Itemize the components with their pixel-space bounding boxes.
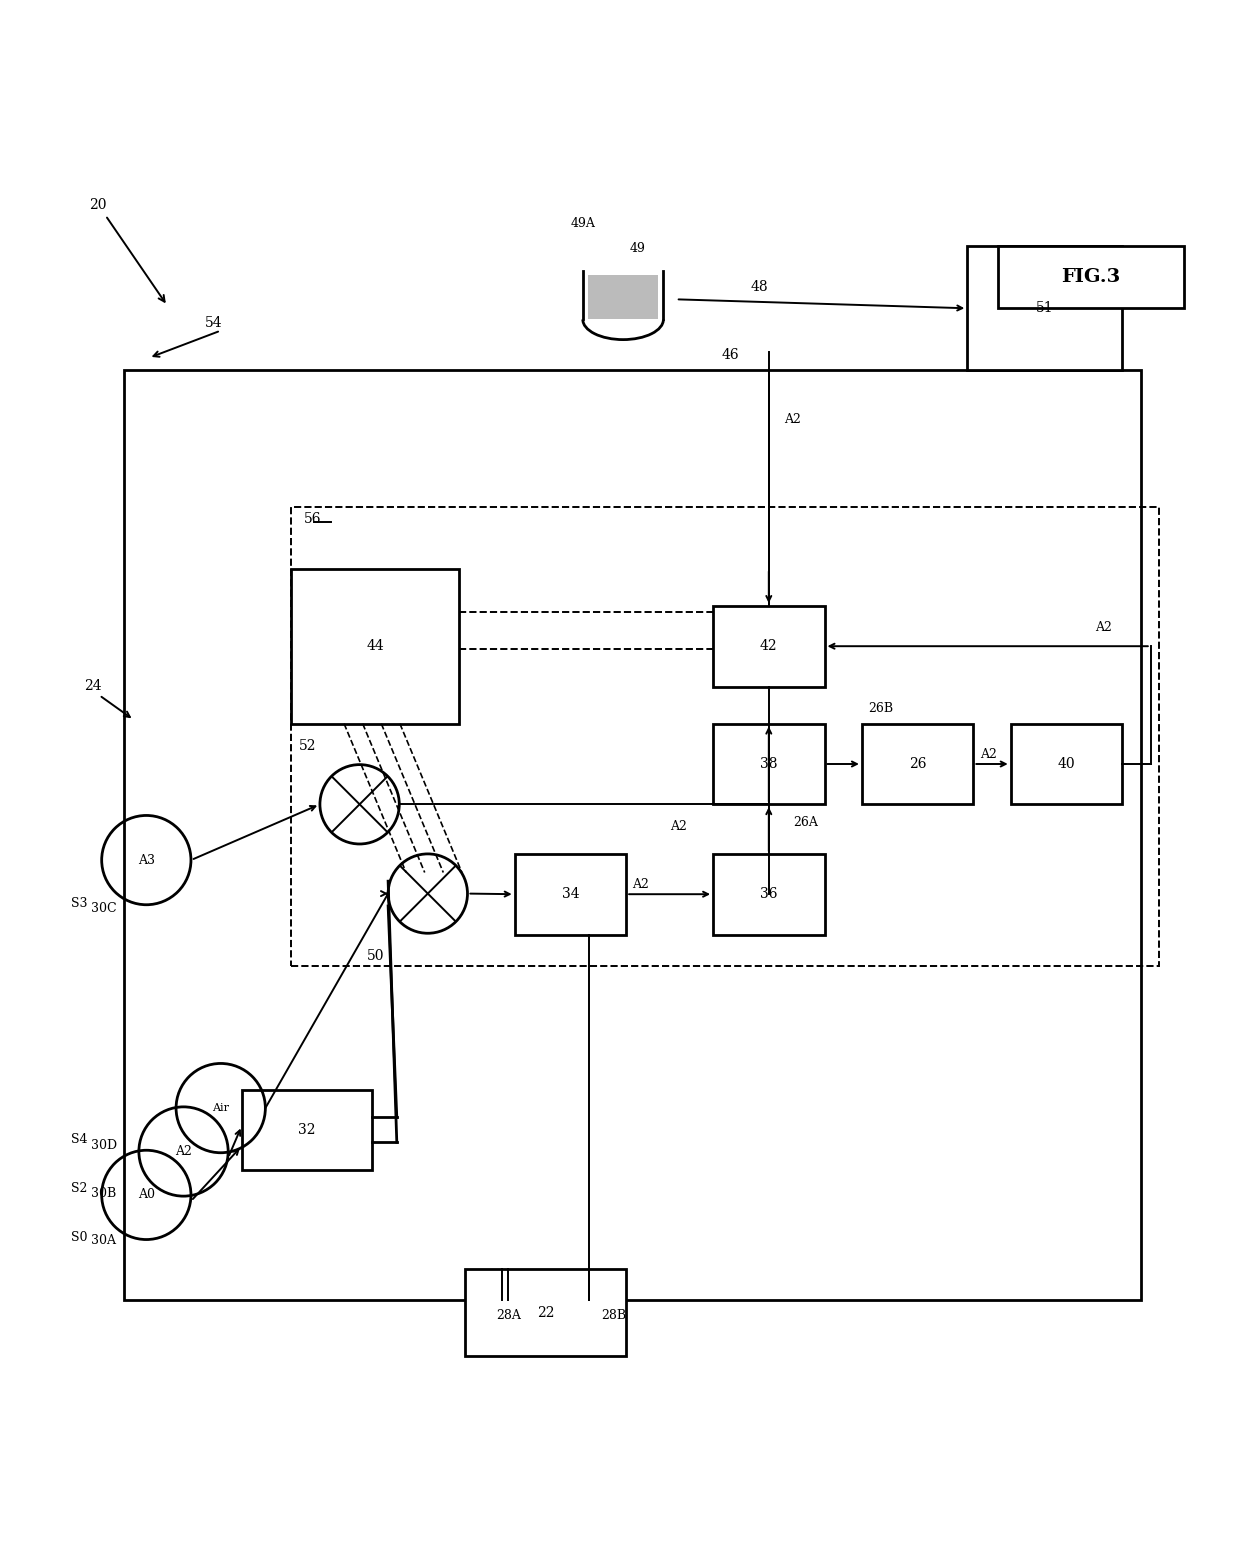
Text: 30B: 30B [91, 1186, 115, 1200]
Bar [862, 723, 973, 804]
Text: 30C: 30C [91, 903, 117, 915]
Bar [713, 854, 825, 934]
Text: 51: 51 [1035, 301, 1054, 315]
Text: 54: 54 [205, 316, 222, 331]
Text: 46: 46 [722, 348, 739, 362]
Text: 28A: 28A [496, 1308, 521, 1322]
Bar [588, 274, 658, 320]
Text: A2: A2 [175, 1144, 192, 1158]
Bar [515, 854, 626, 934]
Text: 30A: 30A [91, 1235, 115, 1247]
Text: Air: Air [212, 1104, 229, 1113]
Bar [998, 246, 1184, 309]
Text: 44: 44 [366, 639, 384, 653]
Text: S4: S4 [71, 1132, 87, 1146]
Text: A2: A2 [632, 878, 650, 890]
Text: 26B: 26B [868, 702, 893, 716]
Text: 48: 48 [750, 281, 768, 295]
Text: 30D: 30D [91, 1138, 117, 1152]
Text: 40: 40 [1058, 758, 1075, 772]
Text: 52: 52 [299, 739, 316, 753]
Text: S0: S0 [71, 1230, 87, 1244]
Text: A2: A2 [784, 413, 801, 427]
Bar [465, 1269, 626, 1356]
Bar [1011, 723, 1122, 804]
Text: 50: 50 [367, 948, 384, 962]
Text: S2: S2 [71, 1182, 87, 1196]
Bar [967, 246, 1122, 371]
Text: 20: 20 [89, 198, 107, 212]
Bar [291, 507, 1159, 965]
Text: FIG.3: FIG.3 [1061, 268, 1121, 287]
Text: 32: 32 [298, 1122, 316, 1137]
Text: 24: 24 [84, 680, 102, 694]
Text: 34: 34 [562, 887, 579, 901]
Text: 26: 26 [909, 758, 926, 772]
Text: A2: A2 [670, 820, 687, 833]
Text: 28B: 28B [601, 1308, 626, 1322]
Text: 36: 36 [760, 887, 777, 901]
Bar [124, 371, 1141, 1300]
Text: 42: 42 [760, 639, 777, 653]
Bar [242, 1090, 372, 1171]
Bar [713, 606, 825, 686]
Text: 22: 22 [537, 1306, 554, 1320]
Text: A3: A3 [138, 854, 155, 867]
Bar [713, 723, 825, 804]
Text: A0: A0 [138, 1188, 155, 1202]
Bar [291, 569, 459, 723]
Text: 49A: 49A [570, 217, 595, 231]
Text: 26A: 26A [794, 817, 818, 829]
Text: 38: 38 [760, 758, 777, 772]
Text: 49: 49 [629, 242, 645, 256]
Text: A2: A2 [1095, 620, 1112, 635]
Text: A2: A2 [980, 748, 997, 761]
Text: 56: 56 [304, 511, 321, 525]
Text: S3: S3 [71, 896, 87, 910]
